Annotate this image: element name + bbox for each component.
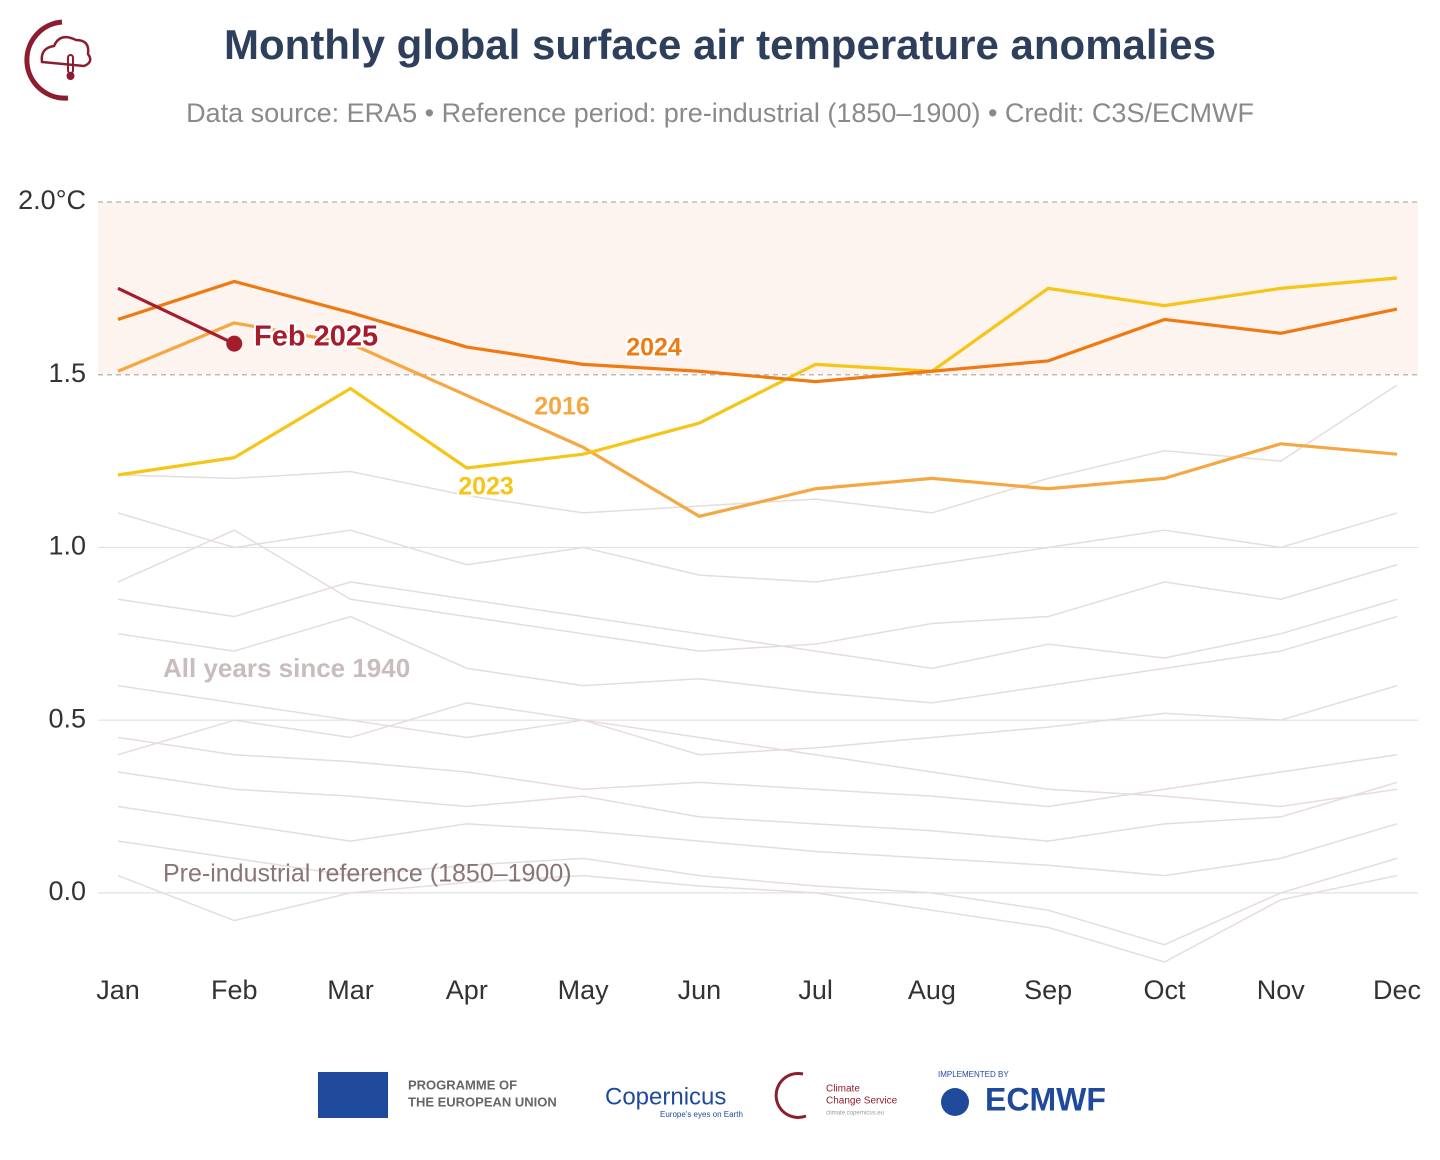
footer: PROGRAMME OF THE EUROPEAN UNION Copernic…	[318, 1070, 1106, 1119]
y-tick-label: 0.0	[48, 876, 86, 906]
line	[117, 736, 1398, 808]
footer-text: Climate	[826, 1084, 860, 1095]
line	[117, 615, 1398, 704]
line	[117, 702, 1398, 808]
line	[117, 529, 1398, 652]
x-tick-label: Sep	[1024, 975, 1072, 1005]
footer-text: THE EUROPEAN UNION	[408, 1094, 557, 1109]
ecmwf-logo	[941, 1088, 969, 1116]
y-tick-label: 1.0	[48, 531, 86, 561]
x-tick-label: Jun	[678, 975, 722, 1005]
chart-title: Monthly global surface air temperature a…	[224, 21, 1216, 68]
band	[98, 202, 1418, 375]
logo	[24, 19, 92, 101]
line	[117, 771, 1398, 842]
line	[117, 279, 1398, 384]
annotation: All years since 1940	[163, 653, 410, 683]
footer-text: climate.copernicus.eu	[826, 1111, 884, 1117]
series-label: Feb 2025	[254, 321, 378, 353]
x-tick-label: Nov	[1257, 975, 1306, 1005]
footer-text: Europe's eyes on Earth	[660, 1110, 743, 1119]
line	[117, 684, 1398, 756]
series-label: 2024	[626, 334, 682, 362]
chart-subtitle: Data source: ERA5 • Reference period: pr…	[186, 98, 1254, 128]
x-tick-label: Dec	[1373, 975, 1421, 1005]
y-tick-label: 2.0°C	[18, 185, 86, 215]
line	[117, 286, 235, 346]
line	[117, 840, 1398, 946]
footer-text: Change Service	[826, 1096, 898, 1107]
x-tick-label: Jul	[798, 975, 833, 1005]
x-tick-label: Mar	[327, 975, 374, 1005]
x-tick-label: Apr	[446, 975, 488, 1005]
series-label: 2023	[458, 473, 514, 501]
footer-text: PROGRAMME OF	[408, 1077, 517, 1092]
series-label: 2016	[534, 393, 590, 421]
x-tick-label: Oct	[1143, 975, 1186, 1005]
footer-text: IMPLEMENTED BY	[938, 1070, 1009, 1079]
line	[117, 384, 1398, 514]
line	[117, 276, 1398, 477]
y-tick-label: 1.5	[48, 358, 86, 388]
footer-text: Copernicus	[605, 1083, 726, 1110]
x-tick-label: Aug	[908, 975, 956, 1005]
line	[117, 874, 1398, 963]
line	[117, 581, 1398, 670]
x-tick-label: May	[558, 975, 610, 1005]
c3s-logo	[774, 1071, 807, 1119]
annotation: Pre-industrial reference (1850–1900)	[163, 860, 572, 888]
line	[117, 805, 1398, 877]
x-tick-label: Feb	[211, 975, 258, 1005]
y-tick-label: 0.5	[48, 703, 86, 733]
eu-flag	[318, 1072, 388, 1118]
x-tick-label: Jan	[96, 975, 140, 1005]
line	[117, 512, 1398, 583]
footer-text: ECMWF	[985, 1081, 1106, 1117]
point	[226, 335, 243, 352]
line	[117, 321, 1398, 518]
